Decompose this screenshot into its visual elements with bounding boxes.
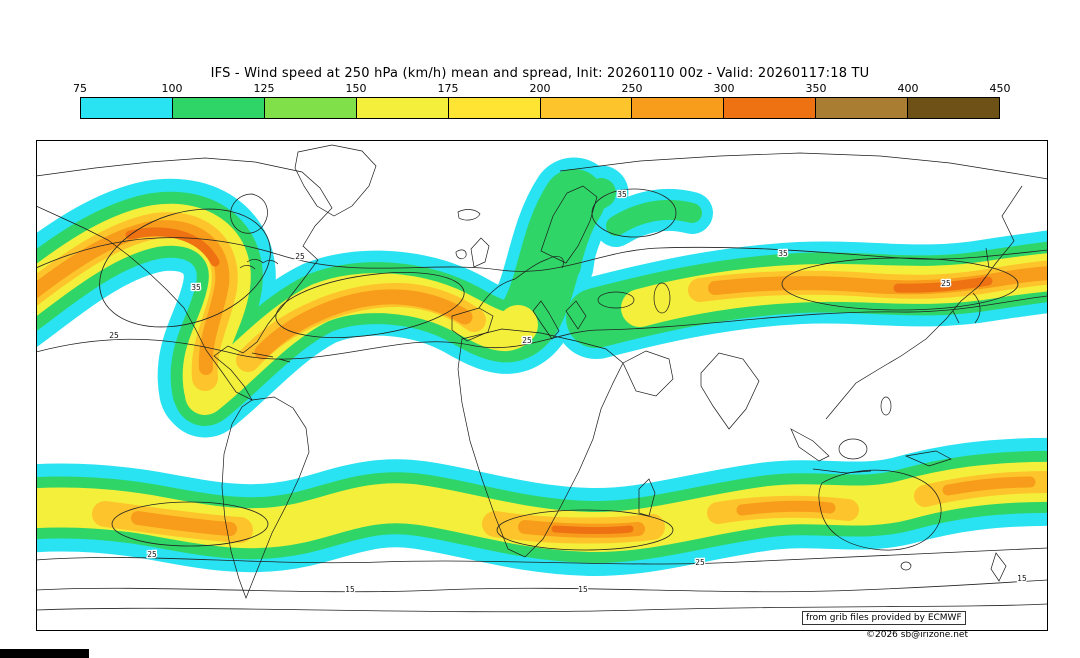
- spread-contour: [781, 257, 1019, 311]
- copyright-note: ©2026 sb@irizone.net: [866, 630, 968, 640]
- contour-label: 25: [522, 336, 532, 345]
- coastline-sakhalin: [985, 247, 990, 269]
- coastline-madagascar: [638, 478, 656, 517]
- spread-contour: [111, 501, 269, 547]
- coastline-black-sea: [597, 291, 635, 309]
- coastline-arabia: [622, 350, 674, 397]
- coastline-south-america: [221, 396, 310, 599]
- spread-contour: [275, 272, 465, 338]
- coastline-korea: [952, 310, 960, 324]
- wind-band: [254, 289, 473, 360]
- coastline-java: [812, 468, 872, 474]
- colorbar-segment: [81, 98, 173, 118]
- coastline-great-lakes: [239, 259, 279, 270]
- wind-band: [125, 227, 220, 267]
- coastline-africa: [457, 328, 624, 558]
- coastline-british-isles: [455, 237, 490, 268]
- coastline-japan: [972, 292, 981, 324]
- wind-band: [551, 178, 616, 281]
- contour-label: 25: [109, 331, 119, 340]
- spread-contour: [36, 547, 1048, 565]
- spread-contour: [496, 509, 674, 551]
- contour-label: 35: [617, 190, 627, 199]
- wind-band: [551, 525, 634, 534]
- coastline-philippines: [880, 396, 892, 416]
- coastline-balkans: [565, 300, 587, 330]
- contour-label: 15: [345, 585, 355, 594]
- bottom-left-black-bar: [0, 649, 89, 658]
- coastline-india: [700, 352, 760, 430]
- colorbar-segment: [356, 98, 449, 118]
- contour-label: 25: [695, 558, 705, 567]
- colorbar-segment: [448, 98, 541, 118]
- coastline-hudson-bay: [230, 193, 268, 234]
- coastline-scandinavia: [540, 185, 598, 264]
- coastline-new-zealand: [990, 552, 1007, 582]
- spread-contour: [99, 208, 271, 328]
- coastlines: [36, 144, 1048, 599]
- wind-band: [736, 500, 836, 516]
- coastline-sumatra: [790, 428, 830, 462]
- contour-label: 35: [778, 249, 788, 258]
- spread-contour: [591, 188, 677, 238]
- spread-contour: [36, 579, 1048, 593]
- contour-label: 15: [578, 585, 588, 594]
- coastline-tasmania: [900, 561, 912, 571]
- contour-label: 25: [941, 279, 951, 288]
- colorbar-segment: [908, 98, 1000, 118]
- map-border: [36, 140, 1048, 631]
- spread-contour: [36, 603, 1048, 613]
- colorbar-segment: [264, 98, 357, 118]
- coastline-new-guinea: [904, 450, 952, 467]
- colorbar-segment: [816, 98, 909, 118]
- coastline-caspian-sea: [653, 282, 671, 314]
- data-source-note: from grib files provided by ECMWF: [802, 611, 966, 625]
- spread-contour: [36, 295, 1048, 360]
- spread-contours: [36, 188, 1048, 613]
- coastline-europe: [478, 256, 564, 309]
- wind-band: [942, 476, 1036, 496]
- colorbar: [80, 97, 1000, 119]
- wind-band: [893, 276, 993, 293]
- coastline-australia: [818, 469, 942, 551]
- coastline-borneo: [838, 438, 868, 460]
- colorbar-segment: [724, 98, 817, 118]
- contour-label: 15: [1017, 574, 1027, 583]
- coastline-iceland: [457, 209, 481, 221]
- contour-label: 25: [295, 252, 305, 261]
- coastline-italy: [532, 300, 560, 340]
- contour-label: 25: [147, 550, 157, 559]
- wind-band: [131, 511, 237, 536]
- coastline-greenland: [294, 144, 377, 217]
- wind-band: [606, 199, 702, 236]
- coastline-north-america: [36, 157, 333, 401]
- colorbar-segment: [632, 98, 725, 118]
- contour-label: 35: [191, 283, 201, 292]
- coastline-asia-arctic: [559, 152, 1048, 180]
- wind-speed-bands: [36, 157, 1048, 577]
- contour-labels-group: 25 25 25 35 35 25 35 25 25 15 15 15: [108, 189, 1028, 596]
- colorbar-segment: [540, 98, 633, 118]
- chart-title: IFS - Wind speed at 250 hPa (km/h) mean …: [210, 66, 870, 81]
- colorbar-segment: [172, 98, 265, 118]
- coastline-asia-east: [825, 185, 1023, 420]
